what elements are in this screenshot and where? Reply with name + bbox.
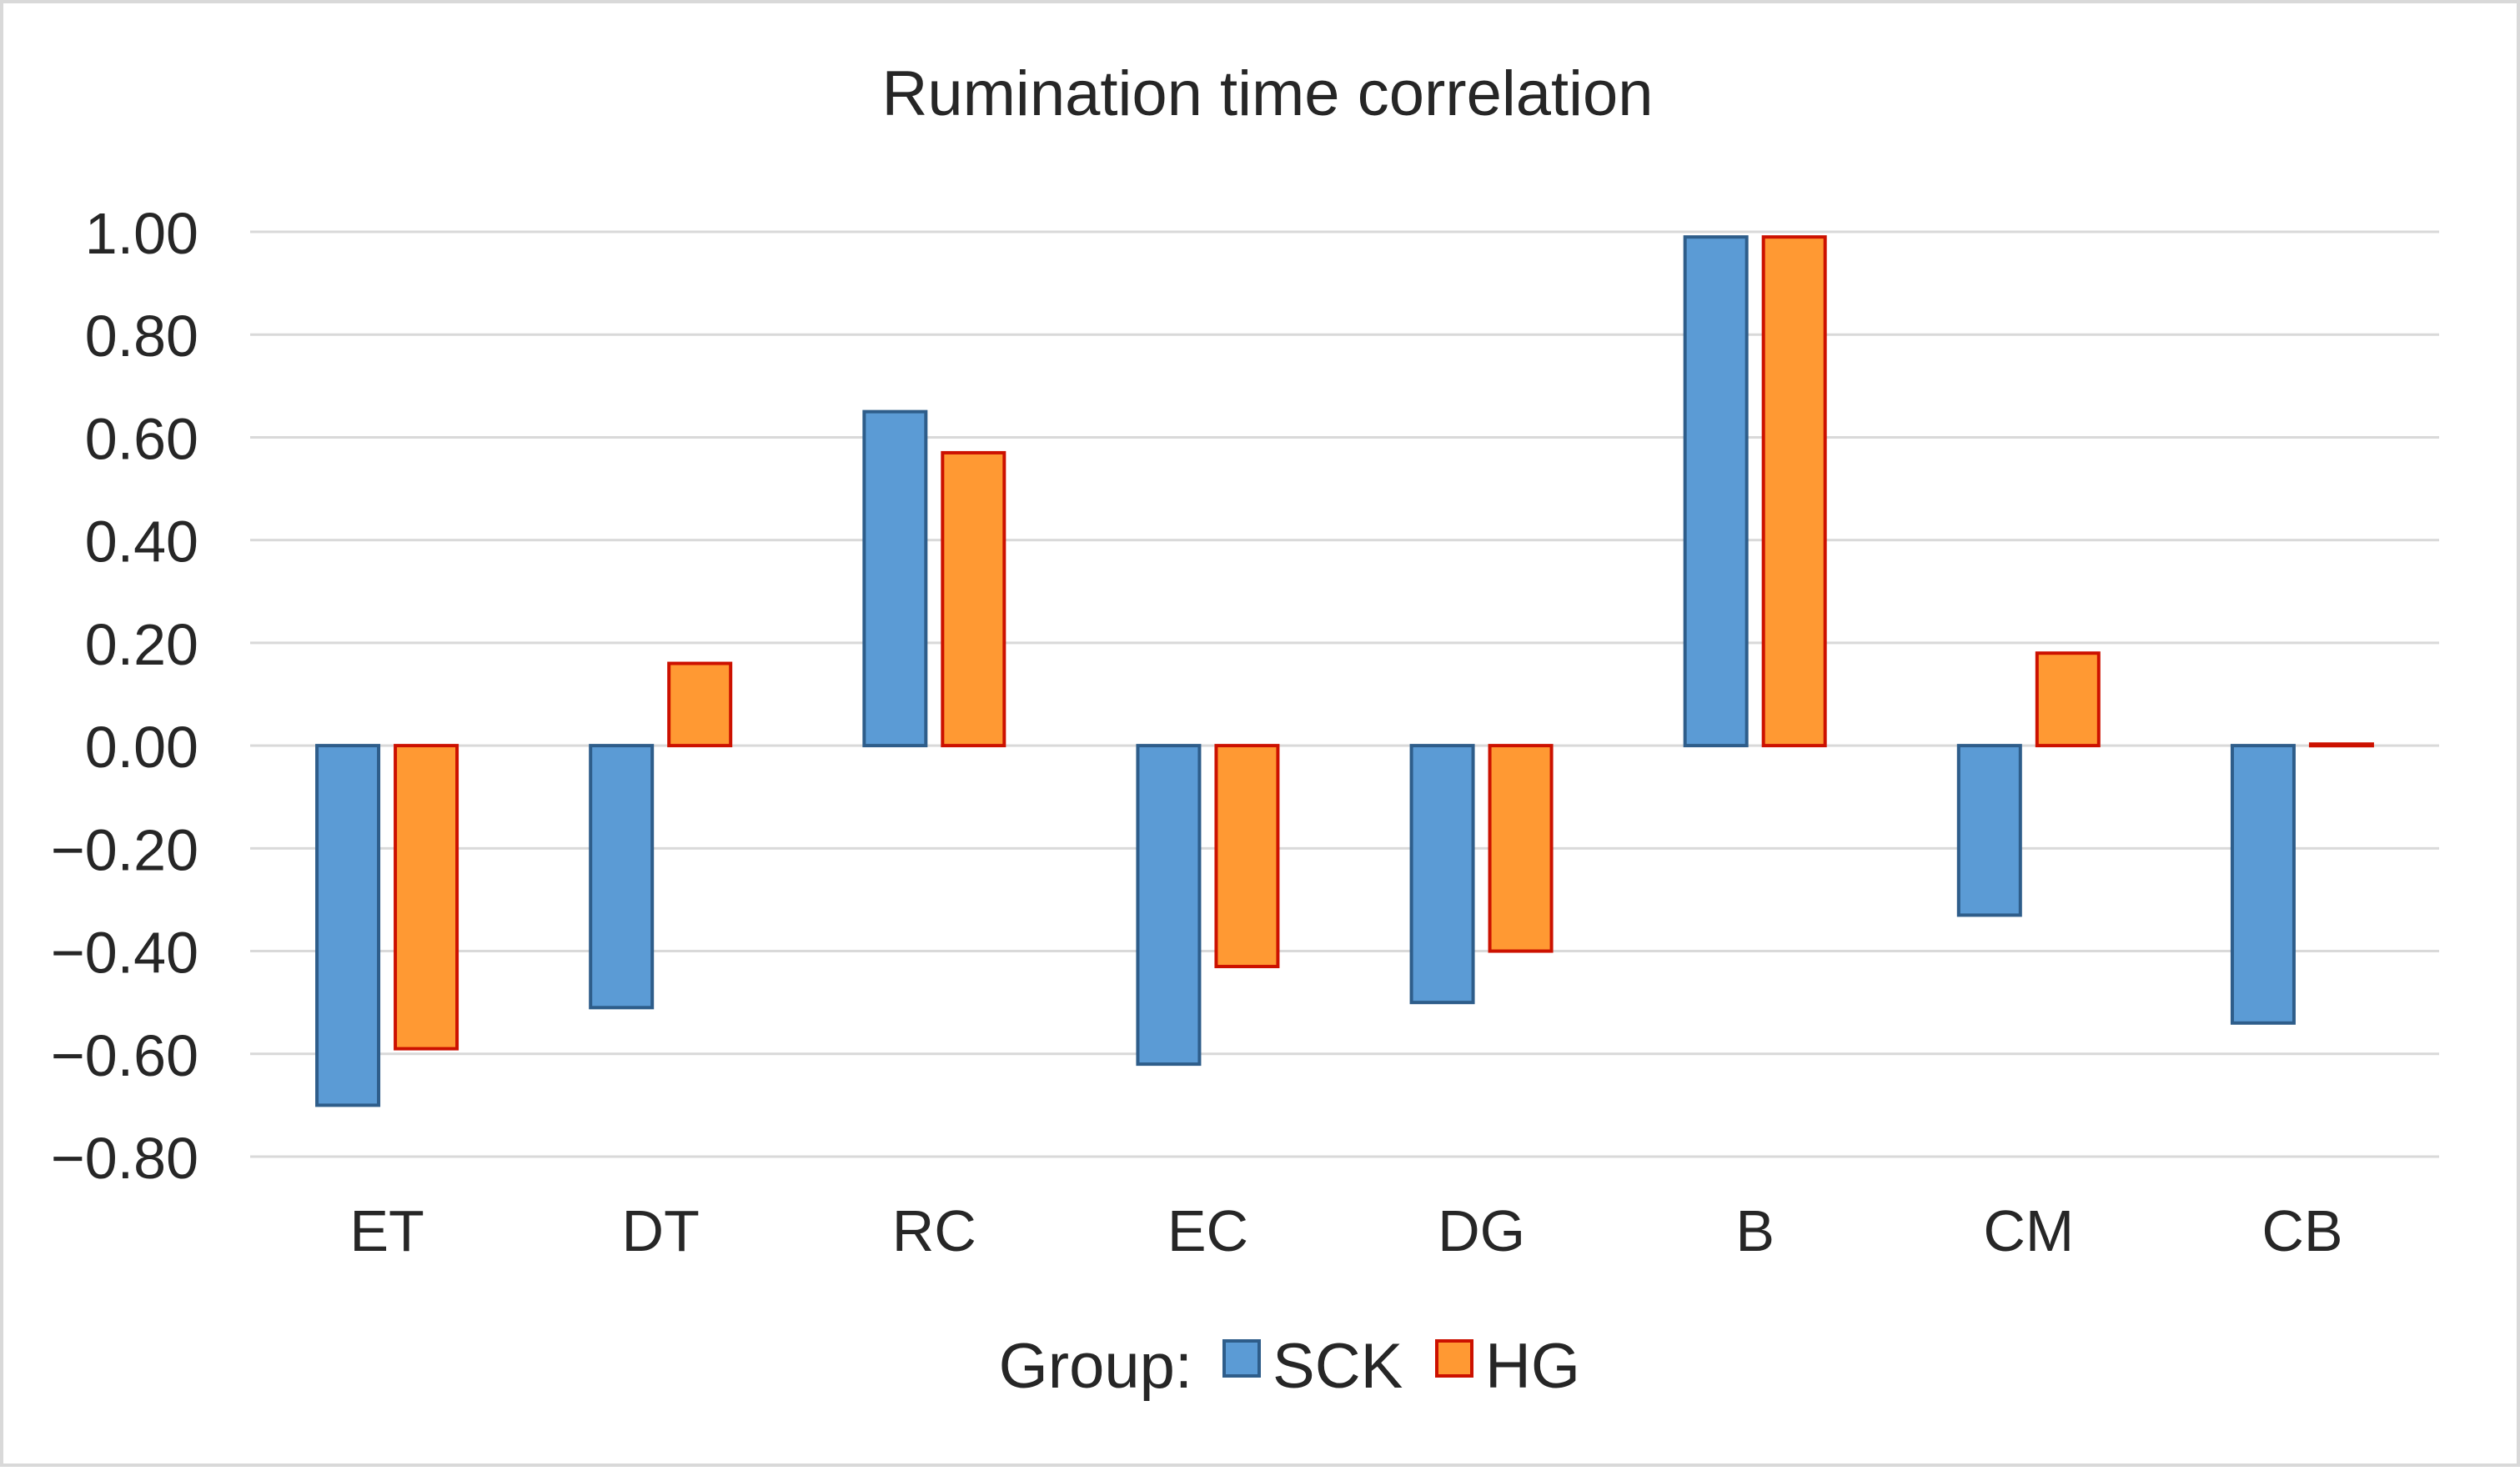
legend-label-sck: SCK: [1273, 1331, 1403, 1402]
bar-hg-et: [394, 744, 459, 1051]
bar-hg-cb: [2308, 742, 2374, 748]
bar-sck-rc: [862, 409, 928, 748]
y-tick-label: 0.40: [85, 510, 198, 575]
bar-sck-cb: [2230, 744, 2296, 1025]
bar-sck-dg: [1409, 744, 1475, 1005]
y-tick-label: −0.40: [51, 921, 198, 986]
bar-hg-cm: [2035, 651, 2101, 748]
y-tick-label: 0.60: [85, 406, 198, 471]
y-tick-label: 0.00: [85, 715, 198, 780]
y-tick-label: 0.20: [85, 612, 198, 677]
y-tick-label: −0.60: [51, 1023, 198, 1088]
legend-swatch-sck: [1222, 1339, 1261, 1378]
x-axis-tick-labels: ET DT RC EC DG B CM CB: [349, 1198, 2342, 1263]
bar-hg-rc: [941, 450, 1006, 748]
bar-sck-b: [1683, 235, 1749, 748]
y-axis-tick-labels: 1.00 0.80 0.60 0.40 0.20 0.00 −0.20 −0.40 −0.60 −…: [51, 201, 198, 1191]
y-tick-label: 0.80: [85, 304, 198, 369]
bar-sck-cm: [1956, 744, 2022, 917]
bar-sck-et: [315, 744, 381, 1107]
x-tick-label: DG: [1438, 1198, 1525, 1263]
bar-hg-dt: [667, 661, 733, 748]
x-tick-label: EC: [1167, 1198, 1248, 1263]
y-tick-label: −0.20: [51, 817, 198, 882]
x-tick-label: CM: [1983, 1198, 2074, 1263]
x-tick-label: ET: [349, 1198, 424, 1263]
y-tick-label: −0.80: [51, 1126, 198, 1191]
bar-sck-dt: [589, 744, 655, 1010]
legend-title: Group:: [999, 1331, 1192, 1402]
bar-hg-dg: [1488, 744, 1554, 953]
legend-label-hg: HG: [1485, 1331, 1580, 1402]
bar-hg-b: [1761, 235, 1827, 748]
legend-swatch-hg: [1435, 1339, 1473, 1378]
bar-hg-ec: [1214, 744, 1280, 969]
legend: Group: SCK HG: [999, 1331, 1580, 1402]
bar-sck-ec: [1136, 744, 1202, 1067]
x-tick-label: RC: [892, 1198, 976, 1263]
x-tick-label: DT: [622, 1198, 700, 1263]
chart-title: Rumination time correlation: [881, 58, 1653, 129]
y-tick-label: 1.00: [85, 201, 198, 266]
bars: [315, 235, 2374, 1107]
x-tick-label: B: [1735, 1198, 1775, 1263]
x-tick-label: CB: [2261, 1198, 2342, 1263]
